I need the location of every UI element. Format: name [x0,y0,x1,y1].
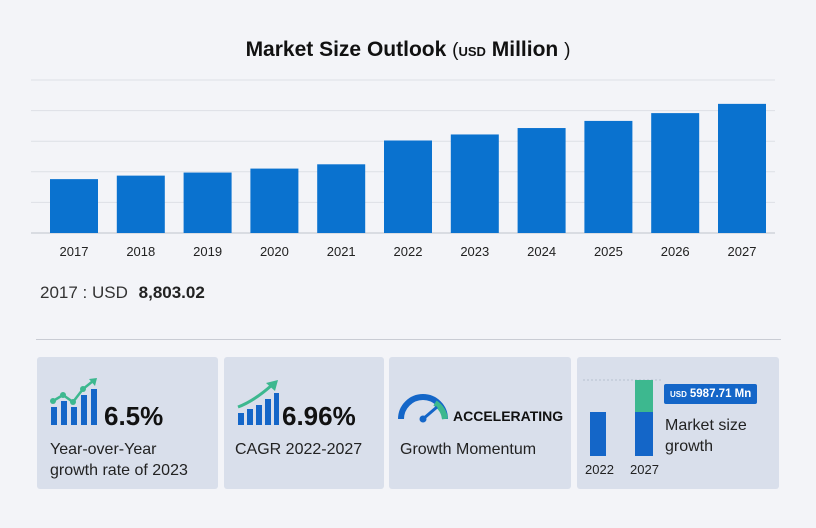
chart-title: Market Size Outlook (USD Million ) [0,38,816,62]
base-currency: USD [92,283,128,302]
base-year-value: 2017 : USD 8,803.02 [40,283,205,303]
unit-open-paren: ( [452,40,459,61]
mini-bar-2027 [635,412,653,456]
base-year-label: 2017 : [40,283,88,302]
bar-chart: 2017 2018 2019 2020 2021 2022 2023 2024 2025 2026… [31,79,775,259]
rising-bars-icon [237,380,279,425]
size-label-line2: growth [665,438,714,455]
x-tick-2025: 2025 [594,244,623,259]
size-label-line1: Market size [665,417,747,434]
momentum-label: Growth Momentum [400,441,537,458]
unit-close-paren: ) [564,40,571,61]
card-cagr: 6.96% CAGR 2022-2027 [224,357,384,489]
bar-2025 [584,120,633,233]
x-axis-ticks: 2017 2018 2019 2020 2021 2022 2023 2024 2025 2026… [60,244,757,259]
bar-2024 [517,128,566,233]
card-yoy: 6.5% Year-over-Year growth rate of 2023 [37,357,218,489]
badge-value: 5987.71 Mn [689,388,752,400]
bar-2018 [116,175,165,233]
bar-2020 [250,168,299,233]
x-tick-2024: 2024 [527,244,556,259]
x-tick-2018: 2018 [126,244,155,259]
yoy-label-line2: growth rate of 2023 [50,462,188,479]
mini-year-start: 2022 [585,462,614,477]
bar-2026 [651,113,700,233]
size-label: Market size growth [665,415,747,457]
badge-prefix: USD [670,390,687,399]
cagr-label: CAGR 2022-2027 [235,441,363,458]
momentum-status: ACCELERATING [453,408,564,424]
yoy-label-line1: Year-over-Year [50,441,157,458]
x-tick-2022: 2022 [394,244,423,259]
x-tick-2020: 2020 [260,244,289,259]
cagr-value: 6.96% [282,401,356,431]
card-market-size: 2022 2027 USD 5987.71 Mn Market size grow… [577,357,779,489]
bar-growth-icon [50,378,97,425]
bar-2027 [718,103,766,233]
base-value-number: 8,803.02 [138,283,205,302]
bar-2022 [384,140,432,233]
card-momentum: ACCELERATING Growth Momentum [389,357,571,489]
section-divider [36,339,781,340]
chart-bars [50,103,766,233]
bar-2021 [317,164,366,233]
x-tick-2017: 2017 [60,244,89,259]
chart-title-text: Market Size Outlook [245,38,447,61]
yoy-value: 6.5% [104,401,164,431]
unit-prefix: USD [458,44,486,59]
x-tick-2027: 2027 [728,244,757,259]
bar-2019 [183,172,232,233]
x-tick-2023: 2023 [460,244,489,259]
mini-bar-growth [635,380,653,412]
x-tick-2021: 2021 [327,244,356,259]
yoy-label: Year-over-Year growth rate of 2023 [50,439,188,481]
mini-growth-chart [583,379,663,456]
speedometer-icon [398,394,448,423]
bar-2017 [50,179,98,233]
growth-badge: USD 5987.71 Mn [664,384,758,404]
bar-2023 [450,134,499,233]
x-tick-2026: 2026 [661,244,690,259]
mini-bar-2022 [590,412,606,456]
mini-year-end: 2027 [630,462,659,477]
unit-word: Million [491,38,559,61]
x-tick-2019: 2019 [193,244,222,259]
